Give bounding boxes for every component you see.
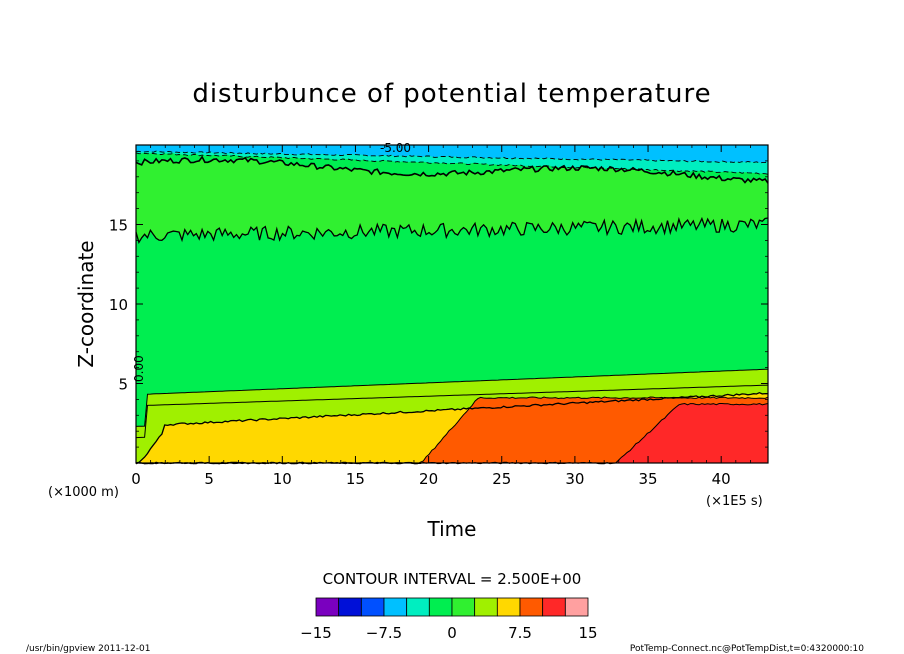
colorbar-label: −7.5 [366, 624, 402, 642]
colorbar-label: 7.5 [508, 624, 532, 642]
colorbar-swatch [496, 597, 521, 617]
x-axis-unit: (×1E5 s) [706, 494, 763, 509]
contour-label-lower: 0.00 [132, 355, 146, 382]
y-axis-unit: (×1000 m) [48, 485, 119, 500]
x-tick-label: 30 [565, 470, 584, 488]
y-tick-label: 5 [118, 376, 128, 394]
x-tick-label: 25 [492, 470, 511, 488]
colorbar-swatch [360, 597, 385, 617]
x-tick-label: 15 [346, 470, 365, 488]
x-tick-label: 10 [273, 470, 292, 488]
x-tick-label: 40 [712, 470, 731, 488]
y-tick-label: 10 [109, 296, 128, 314]
colorbar-swatch [451, 597, 476, 617]
x-tick-label: 0 [131, 470, 141, 488]
contour-line-2-5 [135, 216, 769, 245]
x-tick-label: 35 [638, 470, 657, 488]
chart-title: disturbunce of potential temperature [192, 79, 711, 109]
y-axis-label: Z-coordinate [74, 240, 98, 367]
colorbar-swatch [406, 597, 430, 617]
colorbar-label: 15 [578, 624, 597, 642]
y-axis-ticks: 5 10 15 [109, 160, 768, 448]
contour-line-layer [135, 150, 769, 465]
contour-line-minus-7-5 [135, 150, 769, 164]
colorbar-swatch [542, 597, 566, 617]
colorbar-label: −15 [300, 624, 332, 642]
colorbar-labels: −15 −7.5 0 7.5 15 [300, 624, 597, 642]
colorbar-swatch [474, 597, 498, 617]
contour-label-upper: -5.00 [380, 141, 411, 155]
colorbar-label: 0 [447, 624, 457, 642]
y-tick-label: 15 [109, 217, 128, 235]
contour-line-5-lower [135, 384, 769, 439]
colorbar-swatch [383, 597, 408, 617]
x-axis-ticks: 0 5 10 15 20 25 30 35 40 [131, 145, 751, 488]
x-tick-label: 5 [204, 470, 214, 488]
colorbar-swatch [338, 597, 362, 617]
contour-line-0-upper [135, 155, 769, 184]
contour-line-5 [135, 368, 769, 427]
footer-left: /usr/bin/gpview 2011-12-01 [26, 644, 150, 654]
x-tick-label: 20 [419, 470, 438, 488]
colorbar-swatch [428, 597, 453, 617]
colorbar-swatch [519, 597, 544, 617]
colorbar-swatch [315, 597, 340, 617]
plot-area: 0 5 10 15 20 25 30 35 40 5 10 15 -5.00 0.00 [109, 141, 769, 488]
footer-right: PotTemp-Connect.nc@PotTempDist,t=0:43200… [630, 644, 864, 654]
x-axis-label: Time [427, 517, 477, 541]
contour-fill-layer [135, 144, 769, 465]
contour-line-minus-5 [135, 152, 769, 175]
colorbar [315, 597, 589, 617]
contour-line-7-5 [135, 391, 769, 465]
colorbar-swatch [564, 597, 589, 617]
contour-interval-text: CONTOUR INTERVAL = 2.500E+00 [323, 570, 582, 588]
